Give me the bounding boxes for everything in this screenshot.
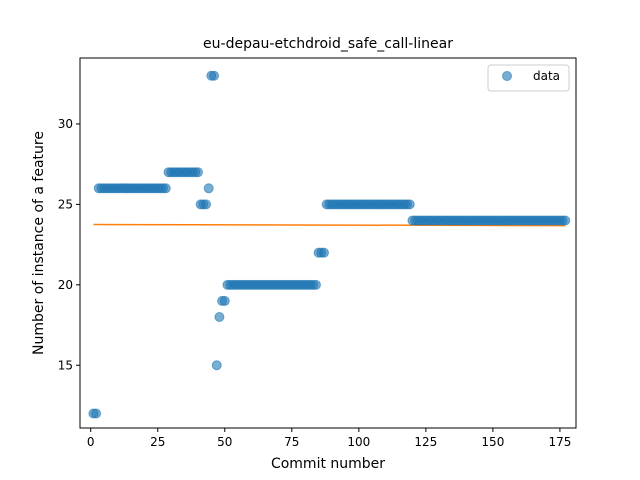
legend: data xyxy=(487,64,570,92)
chart-title: eu-depau-etchdroid_safe_call-linear xyxy=(203,36,453,52)
data-point xyxy=(219,295,230,306)
data-point xyxy=(560,215,571,226)
data-point xyxy=(211,360,222,371)
x-axis-label: Commit number xyxy=(271,456,385,472)
x-tick-label: 125 xyxy=(414,435,437,449)
data-point xyxy=(310,279,321,290)
data-point xyxy=(209,70,220,81)
x-tick-label: 0 xyxy=(87,435,95,449)
data-point xyxy=(404,199,415,210)
legend-label-data: data xyxy=(533,69,560,83)
x-axis: 0 25 50 75 100 125 150 175 xyxy=(87,428,571,449)
data-point xyxy=(192,167,203,178)
data-point xyxy=(203,183,214,194)
fit-line xyxy=(93,223,566,227)
x-tick-label: 100 xyxy=(347,435,370,449)
legend-marker-data xyxy=(502,71,512,81)
x-tick-label: 50 xyxy=(217,435,232,449)
y-tick-label: 30 xyxy=(58,117,73,131)
x-tick-label: 175 xyxy=(548,435,571,449)
y-tick-label: 20 xyxy=(58,278,73,292)
x-tick-label: 25 xyxy=(150,435,165,449)
data-point xyxy=(214,312,225,322)
y-axis-label: Number of instance of a feature xyxy=(31,131,47,355)
x-tick-label: 150 xyxy=(481,435,504,449)
data-point xyxy=(318,247,329,258)
data-point xyxy=(201,199,212,210)
data-point xyxy=(160,183,171,194)
x-tick-label: 75 xyxy=(284,435,299,449)
y-tick-label: 15 xyxy=(58,358,73,372)
plot-frame xyxy=(79,57,577,429)
data-point xyxy=(91,408,102,419)
y-tick-label: 25 xyxy=(58,197,73,211)
y-axis: 15 20 25 30 xyxy=(58,117,80,372)
plot-area xyxy=(88,70,571,419)
